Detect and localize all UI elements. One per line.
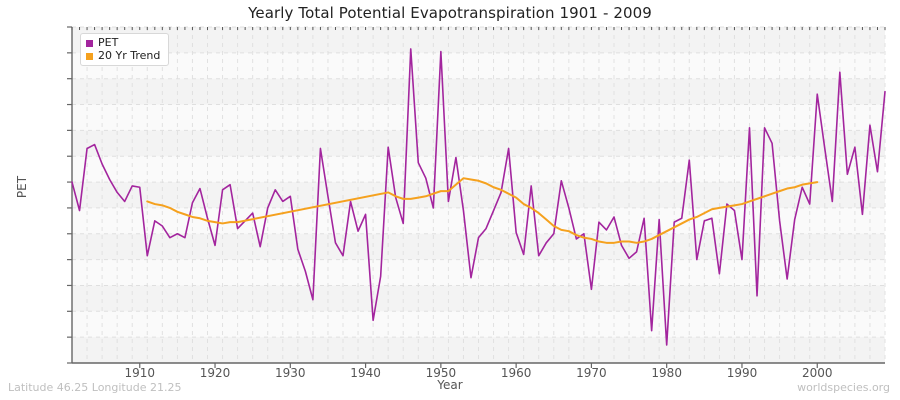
x-axis-tick-label: 1980 [651,366,682,380]
x-axis-tick-label: 1970 [576,366,607,380]
x-axis-tick-label: 1940 [350,366,381,380]
legend-item-trend[interactable]: 20 Yr Trend [86,50,160,62]
legend-swatch-trend [86,52,93,60]
x-axis-tick-label: 1910 [124,366,156,380]
x-axis-tick-label: 1920 [199,366,231,380]
x-axis-tick-label: 1990 [726,366,758,380]
y-axis-tick-labels: 94 cm92 cm90 cm88 cm86 cm84 cm82 cm80 cm… [0,0,72,400]
coordinates-caption: Latitude 46.25 Longitude 21.25 [8,381,182,394]
x-axis-tick-label: 1960 [500,366,532,380]
y-axis-title: PET [15,175,29,199]
page-title: Yearly Total Potential Evapotranspiratio… [248,4,652,22]
x-axis-title: Year [437,378,463,392]
legend-item-pet[interactable]: PET [86,37,160,49]
x-axis-tick-label: 1950 [425,366,457,380]
chart-legend: PET 20 Yr Trend [80,33,170,66]
legend-label-pet: PET [98,36,119,49]
source-watermark: worldspecies.org [797,381,890,394]
x-axis-tick-label: 1930 [275,366,306,380]
x-axis-tick-label: 2000 [801,366,833,380]
legend-label-trend: 20 Yr Trend [98,49,161,62]
legend-swatch-pet [86,39,93,47]
